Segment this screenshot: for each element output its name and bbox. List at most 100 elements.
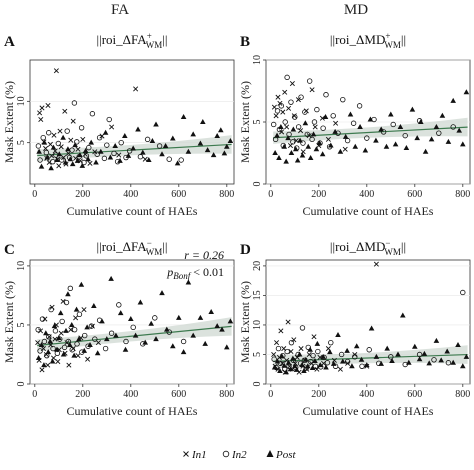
point-post — [41, 362, 47, 368]
point-in1 — [56, 163, 62, 169]
panel-letter: B — [240, 34, 250, 50]
point-in1-stroke — [274, 340, 280, 346]
point-post — [416, 356, 423, 362]
point-post — [445, 138, 452, 144]
point-post — [450, 359, 456, 365]
point-in2 — [271, 356, 277, 362]
point-post — [433, 123, 440, 129]
point-post — [41, 139, 48, 145]
point-post — [285, 135, 291, 141]
point-in1-stroke — [56, 163, 62, 169]
point-post — [224, 143, 230, 149]
point-post — [352, 143, 359, 149]
point-in1-stroke — [52, 336, 58, 342]
point-in1 — [133, 86, 139, 92]
point-post — [426, 360, 432, 366]
point-post — [57, 310, 64, 316]
point-post — [274, 358, 281, 364]
point-in1-stroke — [81, 307, 87, 313]
point-post — [94, 350, 101, 356]
point-post — [304, 363, 311, 369]
point-in1-stroke — [325, 136, 331, 142]
point-in2 — [59, 318, 65, 325]
point-post — [149, 138, 156, 144]
point-post — [274, 132, 280, 138]
point-in2 — [323, 92, 329, 98]
annotation-p-sub: Bonf — [173, 271, 191, 281]
point-in1 — [288, 349, 294, 355]
point-in2 — [116, 302, 122, 308]
point-in2 — [166, 329, 172, 335]
point-in2 — [76, 311, 83, 318]
point-post — [310, 131, 317, 137]
point-in1-stroke — [73, 315, 79, 321]
point-in2 — [111, 150, 117, 157]
point-post — [347, 111, 354, 117]
panel-title-main: ||roi_ΔMD — [330, 32, 385, 47]
point-in1 — [298, 346, 304, 352]
point-post — [271, 364, 278, 370]
point-post — [190, 131, 196, 137]
point-in2 — [315, 348, 321, 355]
point-post — [78, 281, 85, 287]
point-post — [422, 148, 429, 154]
point-post — [460, 363, 466, 369]
point-in1-stroke — [284, 124, 290, 130]
point-in1 — [49, 153, 55, 159]
point-post — [293, 366, 300, 372]
x-tick-label: 400 — [123, 189, 138, 200]
point-post — [320, 353, 326, 359]
point-post — [450, 97, 456, 103]
point-in2 — [364, 135, 370, 141]
point-in1-stroke — [142, 156, 148, 162]
point-in2 — [88, 323, 95, 329]
point-in1 — [52, 336, 58, 342]
point-in2 — [41, 338, 48, 345]
point-in2 — [359, 363, 365, 369]
point-post — [337, 148, 344, 154]
point-in1 — [57, 128, 63, 134]
point-post — [113, 332, 119, 338]
point-in1-stroke — [89, 323, 95, 329]
point-post — [36, 148, 42, 154]
point-post — [174, 160, 181, 166]
point-post — [227, 318, 234, 324]
point-in1 — [286, 105, 292, 111]
panel-letter: D — [240, 242, 251, 258]
point-in1-stroke — [49, 153, 55, 159]
point-post — [340, 358, 346, 364]
point-post — [72, 142, 78, 148]
x-tick-label: 0 — [32, 389, 37, 400]
point-in1 — [312, 124, 318, 130]
point-in1-stroke — [92, 149, 98, 155]
point-in1 — [89, 323, 95, 329]
panel-b: 0 200 400 600 800 0 5 10 Cumulative count of HAE… — [238, 31, 471, 218]
point-post — [353, 343, 360, 349]
point-in1-stroke — [52, 148, 58, 154]
point-in2 — [270, 121, 277, 128]
x-tick-label: 800 — [219, 389, 234, 400]
point-in1 — [87, 160, 93, 166]
point-in2 — [460, 289, 466, 296]
legend-label: Post — [275, 449, 297, 461]
point-post — [319, 151, 326, 157]
point-post — [185, 279, 192, 285]
point-post — [309, 365, 316, 371]
point-in2 — [78, 125, 85, 131]
point-in1-stroke — [80, 136, 86, 142]
point-post — [44, 154, 51, 160]
point-post — [56, 334, 62, 340]
point-post — [197, 140, 204, 146]
panel-title: ||roi_ΔMD+ WM|| — [330, 31, 406, 50]
point-in2 — [118, 139, 124, 146]
point-post — [418, 119, 424, 124]
point-in1 — [37, 110, 43, 116]
point-post — [60, 351, 67, 357]
point-in2 — [64, 128, 70, 134]
point-post — [93, 159, 99, 165]
point-in2 — [156, 143, 163, 149]
point-post — [364, 362, 370, 368]
point-in2 — [317, 140, 323, 146]
point-post — [307, 346, 313, 352]
point-in1 — [85, 356, 91, 362]
